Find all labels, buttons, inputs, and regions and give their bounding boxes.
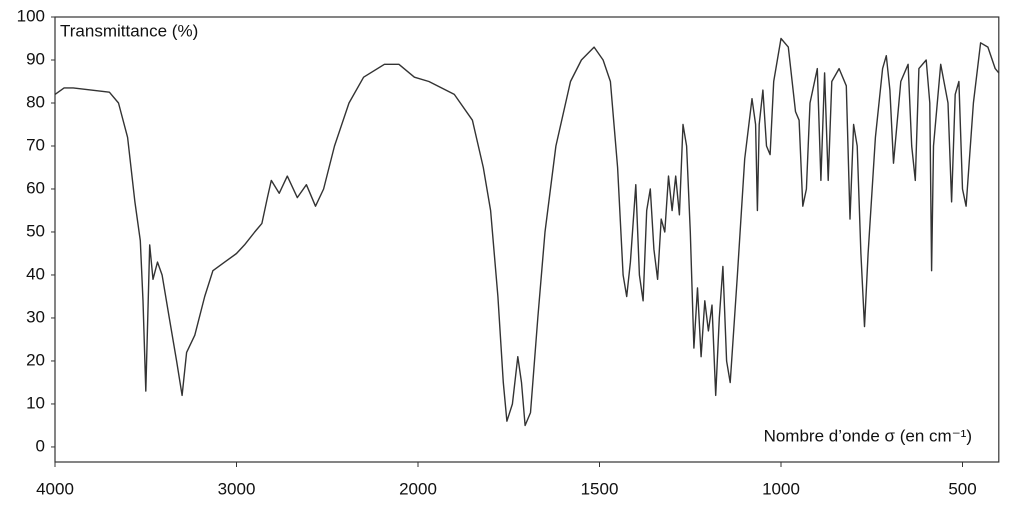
y-tick-label: 70 xyxy=(26,135,45,154)
y-tick-label: 100 xyxy=(17,6,45,25)
x-tick-label: 500 xyxy=(948,479,976,498)
y-tick-label: 30 xyxy=(26,307,45,326)
x-tick-label: 2000 xyxy=(399,479,437,498)
x-tick-label: 4000 xyxy=(36,479,74,498)
spectrum-line xyxy=(54,37,1000,427)
y-axis-label: Transmittance (%) xyxy=(60,21,198,40)
y-tick-label: 50 xyxy=(26,221,45,240)
x-tick-label: 3000 xyxy=(218,479,256,498)
y-tick-label: 90 xyxy=(26,49,45,68)
y-tick-label: 0 xyxy=(36,436,45,455)
plot-frame xyxy=(54,16,1000,463)
y-tick-label: 10 xyxy=(26,393,45,412)
y-tick-label: 20 xyxy=(26,350,45,369)
x-tick-label: 1000 xyxy=(762,479,800,498)
y-tick-label: 60 xyxy=(26,178,45,197)
x-tick-label: 1500 xyxy=(581,479,619,498)
y-tick-label: 80 xyxy=(26,92,45,111)
x-axis-label: Nombre d’onde σ (en cm⁻¹) xyxy=(764,426,972,445)
y-tick-label: 40 xyxy=(26,264,45,283)
